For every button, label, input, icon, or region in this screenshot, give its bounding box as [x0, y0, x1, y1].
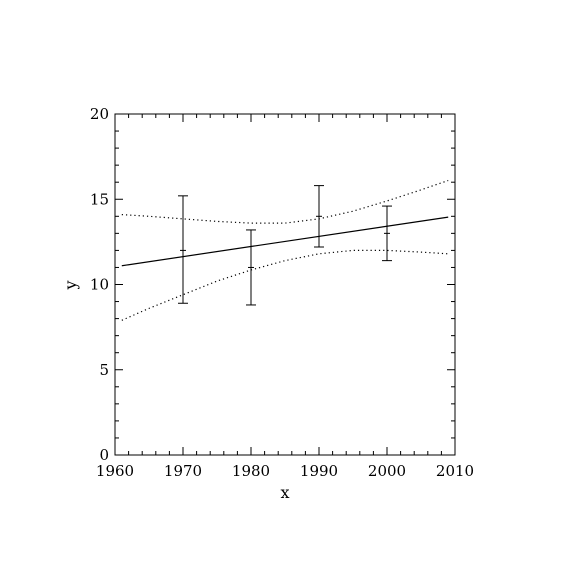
x-tick-label: 1960 [96, 462, 134, 480]
error-bar [314, 185, 324, 248]
y-tick-label: 5 [99, 361, 109, 379]
y-tick-label: 0 [99, 446, 109, 464]
y-tick-label: 15 [90, 190, 109, 208]
y-axis-label: y [61, 280, 80, 290]
x-axis-label: x [280, 483, 289, 502]
y-tick-labels: 0 5 10 15 20 [90, 105, 109, 464]
x-tick-label: 2010 [436, 462, 474, 480]
fit-line [121, 216, 449, 267]
confidence-bands [121, 179, 449, 321]
plot-frame [114, 113, 456, 456]
error-bars [178, 185, 392, 306]
x-tick-label: 1970 [164, 462, 202, 480]
x-tick-label: 2000 [368, 462, 406, 480]
x-tick-labels: 1960 1970 1980 1990 2000 2010 [96, 462, 474, 480]
x-tick-label: 1990 [300, 462, 338, 480]
fit-line-group [121, 216, 449, 267]
lower-confidence-band [121, 249, 449, 321]
error-bar [382, 205, 392, 262]
minor-ticks [115, 114, 455, 455]
error-bar [246, 229, 256, 306]
x-tick-label: 1980 [232, 462, 270, 480]
upper-confidence-band [121, 179, 449, 224]
y-tick-label: 20 [90, 105, 109, 123]
y-tick-label: 10 [90, 276, 109, 294]
major-ticks [114, 113, 456, 456]
error-bar [178, 195, 188, 304]
